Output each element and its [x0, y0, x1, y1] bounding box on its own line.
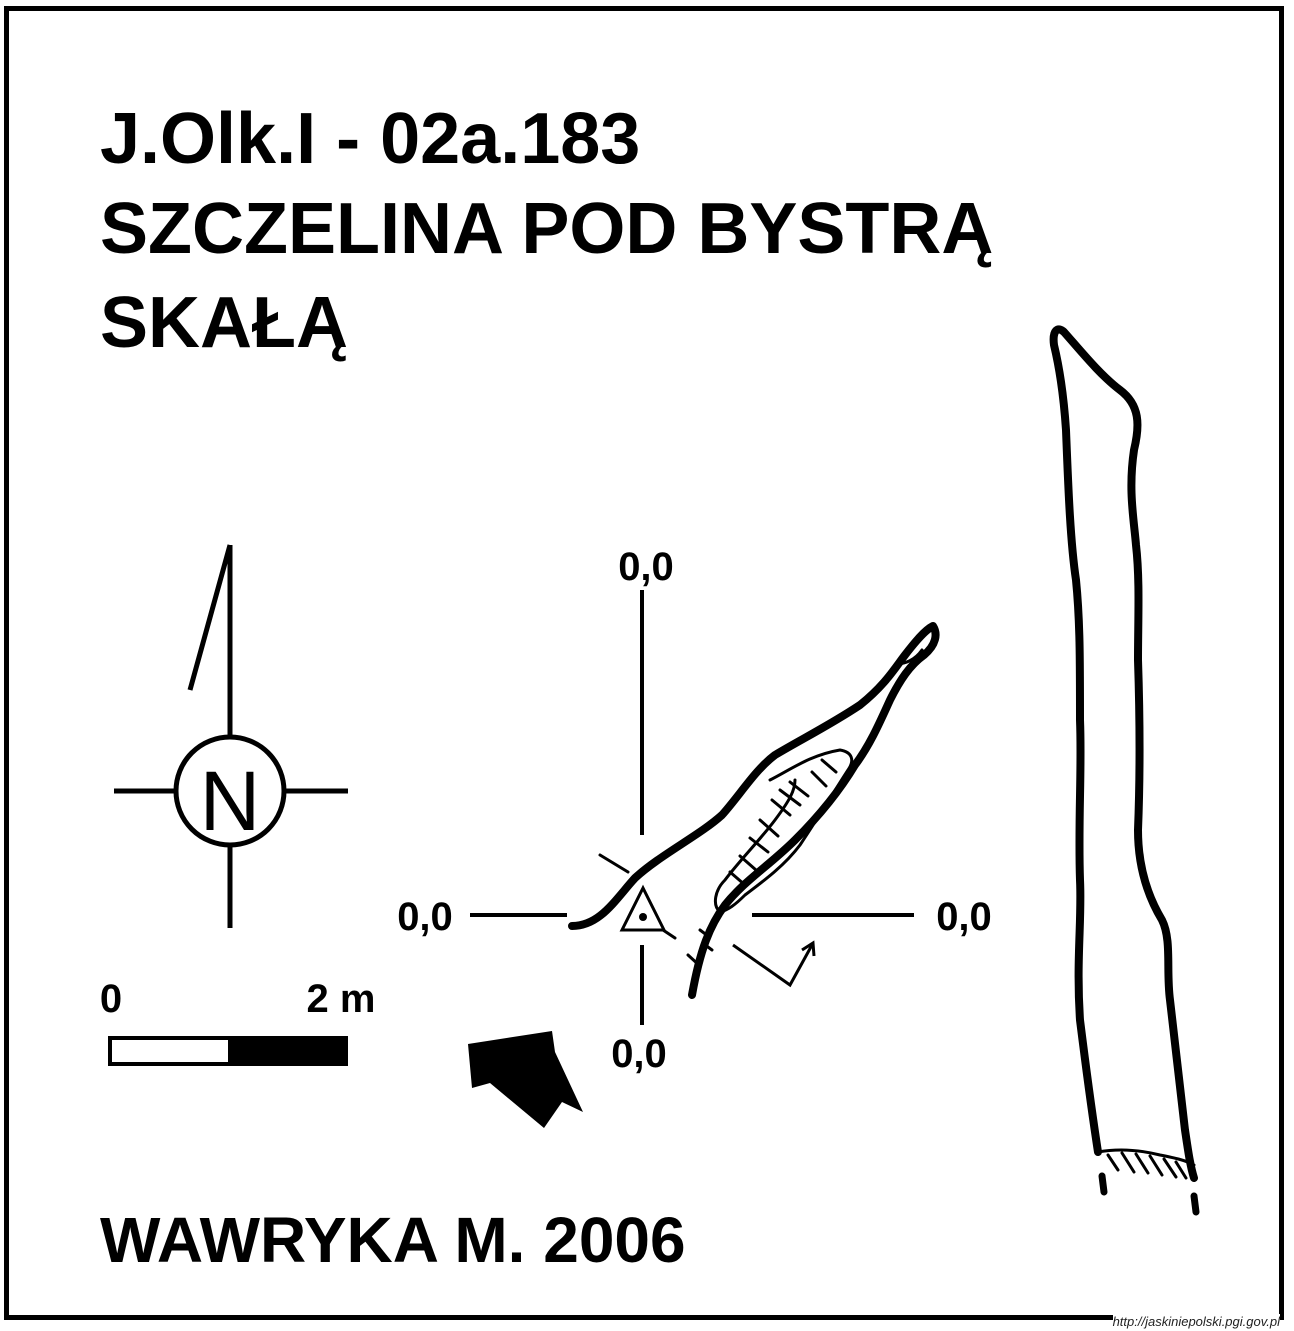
scale-end-label: 2 m	[307, 977, 376, 1021]
fissure-open-end-left	[1098, 1172, 1108, 1196]
cave-rubble-zone	[713, 748, 854, 914]
section-label-left: 0,0	[397, 895, 453, 939]
section-label-top: 0,0	[618, 545, 674, 589]
section-axes	[470, 590, 914, 1025]
cave-profile	[1049, 325, 1200, 1216]
scale-bar: 0 2 m	[100, 977, 376, 1066]
compass-north-letter: N	[200, 754, 261, 848]
cave-plan	[568, 622, 940, 999]
section-label-bottom: 0,0	[611, 1032, 667, 1076]
section-cut-arrow-icon	[732, 940, 816, 988]
cave-id-title: J.Olk.I - 02a.183	[100, 99, 641, 179]
survey-station-icon	[619, 884, 667, 932]
cave-name-title-continued: SKAŁĄ	[100, 283, 348, 363]
cave-name-title: SZCZELINA POD BYSTRĄ	[100, 189, 994, 269]
scale-start-label: 0	[100, 977, 122, 1021]
section-mark-upper	[598, 853, 630, 874]
cave-inner-step	[894, 648, 924, 666]
entrance-arrow-icon	[468, 1031, 583, 1128]
fissure-open-end-right	[1190, 1192, 1200, 1216]
fissure-floor-hatching	[1106, 1151, 1188, 1180]
compass-circle	[173, 734, 287, 848]
north-arrow-icon	[114, 544, 348, 928]
section-label-right: 0,0	[936, 895, 992, 939]
rubble-hatching	[686, 758, 838, 968]
source-url: http://jaskiniepolski.pgi.gov.pl	[1112, 1314, 1280, 1329]
fissure-profile-outline	[1049, 325, 1198, 1182]
author-and-year: WAWRYKA M. 2006	[100, 1204, 686, 1276]
cave-passage-outline	[568, 622, 940, 999]
fissure-floor	[1096, 1148, 1196, 1167]
north-arrow-barb	[187, 544, 233, 691]
scale-bar-filled-segment	[228, 1038, 346, 1064]
